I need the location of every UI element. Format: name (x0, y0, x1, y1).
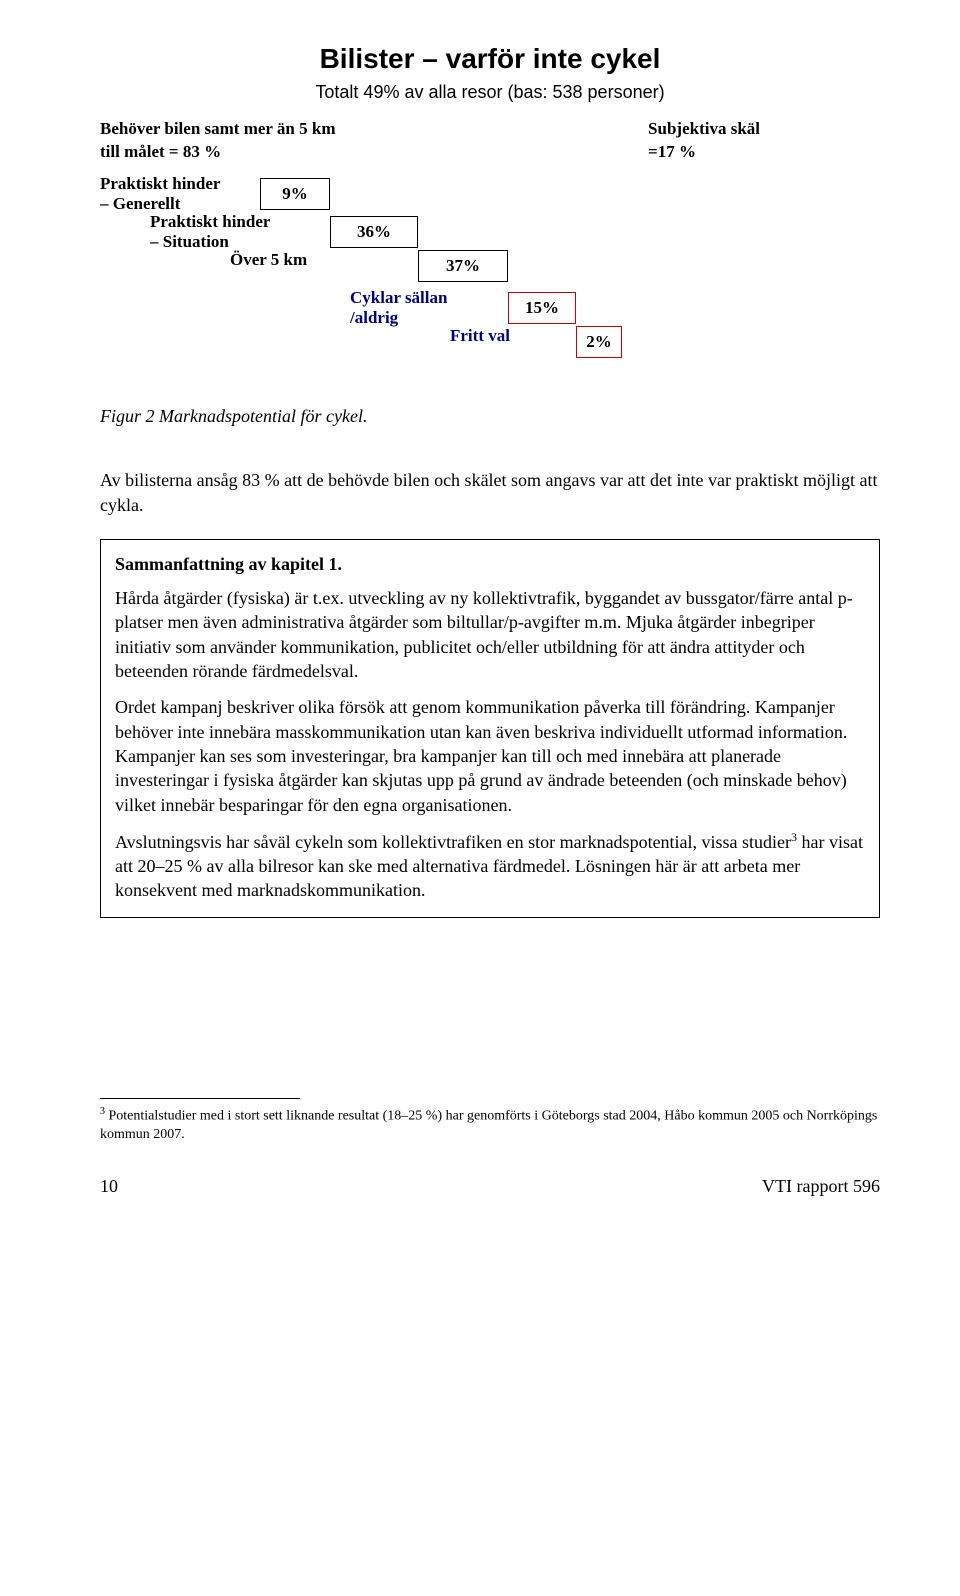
chart-header-row: Behöver bilen samt mer än 5 km till måle… (100, 118, 880, 164)
chart-header-left: Behöver bilen samt mer än 5 km till måle… (100, 118, 335, 164)
chart-row-value-box: 9% (260, 178, 330, 210)
chart-row-value-box: 2% (576, 326, 622, 358)
chart-row-value-box: 15% (508, 292, 576, 324)
footer: 10 VTI rapport 596 (100, 1174, 880, 1198)
chart-subtitle: Totalt 49% av alla resor (bas: 538 perso… (100, 80, 880, 104)
chart-row-label: Cyklar sällan/aldrig (350, 288, 447, 329)
summary-heading: Sammanfattning av kapitel 1. (115, 552, 865, 576)
footnote: 3 Potentialstudier med i stort sett likn… (100, 1105, 880, 1144)
chart-row-label: Praktiskt hinder– Generellt (100, 174, 220, 215)
chart-row-label: Fritt val (450, 326, 510, 346)
header-left-line1: Behöver bilen samt mer än 5 km (100, 118, 335, 141)
footnote-text: Potentialstudier med i stort sett liknan… (100, 1108, 877, 1141)
chart-title: Bilister – varför inte cykel (100, 40, 880, 78)
footnote-separator (100, 1098, 300, 1099)
chart-row-label: Praktiskt hinder– Situation (150, 212, 270, 253)
header-right-line1: Subjektiva skäl (648, 118, 760, 141)
chart-row-value-box: 36% (330, 216, 418, 248)
summary-p1: Hårda åtgärder (fysiska) är t.ex. utveck… (115, 586, 865, 683)
header-left-line2: till målet = 83 % (100, 141, 335, 164)
summary-p3: Avslutningsvis har såväl cykeln som koll… (115, 829, 865, 903)
header-right-line2: =17 % (648, 141, 760, 164)
summary-p2: Ordet kampanj beskriver olika försök att… (115, 695, 865, 816)
chart-header-right: Subjektiva skäl =17 % (648, 118, 760, 164)
summary-p3a: Avslutningsvis har såväl cykeln som koll… (115, 832, 791, 852)
summary-box: Sammanfattning av kapitel 1. Hårda åtgär… (100, 539, 880, 918)
body-paragraph-1: Av bilisterna ansåg 83 % att de behövde … (100, 468, 880, 517)
doc-ref: VTI rapport 596 (762, 1174, 880, 1198)
figure-caption: Figur 2 Marknadspotential för cykel. (100, 404, 880, 428)
chart-row-value-box: 37% (418, 250, 508, 282)
page-number: 10 (100, 1174, 118, 1198)
chart-staircase: Praktiskt hinder– Generellt 9%Praktiskt h… (100, 174, 880, 374)
chart-area: Bilister – varför inte cykel Totalt 49% … (100, 40, 880, 374)
chart-row-label: Över 5 km (230, 250, 307, 270)
